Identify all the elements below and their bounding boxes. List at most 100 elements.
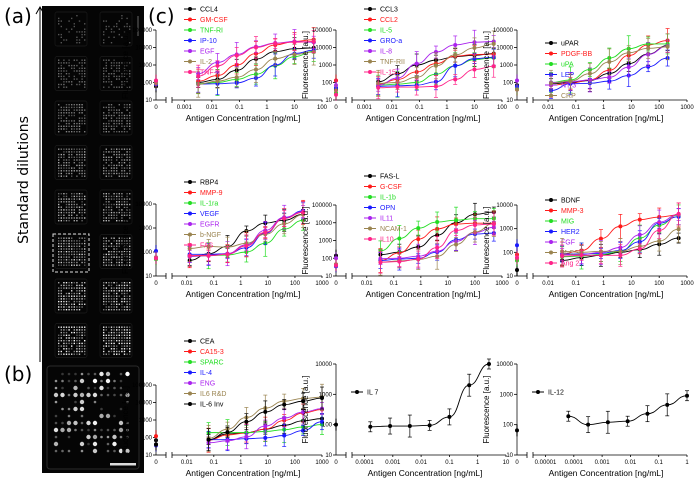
- array-spot: [92, 434, 98, 440]
- array-spot: [74, 428, 77, 432]
- legend-label: NT-3: [561, 83, 576, 90]
- y-tick-label: 10000: [315, 362, 332, 368]
- y-tick-label: 1000: [500, 227, 514, 233]
- array-spot: [118, 420, 124, 426]
- array-spot: [119, 393, 123, 397]
- array-spot: [106, 428, 110, 432]
- legend-marker: [188, 211, 192, 216]
- data-point: [234, 75, 239, 80]
- data-point: [301, 428, 306, 433]
- series-il-6-inv: IL-6 Inv: [154, 386, 324, 452]
- data-point: [433, 84, 438, 89]
- data-point: [645, 411, 650, 416]
- series-ang-2: Ang 2: [515, 202, 681, 268]
- y-tick-label: 1000: [139, 226, 153, 232]
- array-spot: [79, 406, 85, 412]
- data-point: [467, 383, 472, 388]
- legend-label: CA15-3: [200, 349, 224, 356]
- series-ccl2: CCL2: [334, 17, 496, 97]
- array-spot: [93, 428, 97, 432]
- data-point: [657, 239, 662, 244]
- y-axis-label: Fluorescence [a.u.]: [121, 386, 130, 454]
- x-tick-label: 0.1: [572, 281, 581, 287]
- array-spot: [67, 435, 71, 439]
- y-tick-label: 1000: [139, 63, 153, 69]
- array-spot: [53, 392, 59, 398]
- series-upa: uPA: [515, 33, 670, 95]
- x-tick-label: 100: [470, 281, 481, 287]
- x-tick-label: 0.1: [415, 105, 424, 111]
- legend-label: TNF-RI: [200, 28, 223, 35]
- array-spot: [54, 421, 58, 425]
- legend-marker: [549, 219, 553, 223]
- legend-marker: [368, 216, 372, 220]
- x-tick-label: 0.1: [655, 460, 664, 466]
- legend-label: IL11: [380, 216, 393, 223]
- data-point: [206, 437, 211, 442]
- x-zero-label: 0: [154, 281, 158, 287]
- array-spot: [73, 420, 78, 426]
- data-point: [453, 63, 458, 68]
- y-tick-label: 100000: [493, 28, 514, 34]
- series-crp: CRP: [515, 33, 670, 100]
- x-zero-label: 0: [154, 460, 158, 466]
- data-point: [472, 67, 477, 72]
- legend-label: IL-1ra: [200, 201, 218, 208]
- data-point: [568, 79, 573, 84]
- data-point: [414, 75, 419, 80]
- x-tick-label: 10: [503, 460, 510, 466]
- array-spot: [73, 406, 78, 412]
- array-spot: [53, 427, 59, 433]
- array-spot: [74, 379, 77, 383]
- series-fas: FAS: [154, 200, 306, 268]
- data-point: [282, 433, 287, 438]
- array-spot: [67, 407, 71, 411]
- legend-marker: [368, 195, 372, 199]
- x-tick-label: 1: [445, 105, 449, 111]
- x-tick-label: 10: [291, 105, 298, 111]
- array-spot: [125, 392, 130, 398]
- array-spot: [113, 414, 116, 418]
- zero-point: [154, 442, 158, 447]
- y-tick-label: 1000: [139, 418, 153, 424]
- array-spot: [99, 385, 104, 391]
- legend-label: CEA: [200, 339, 215, 346]
- data-point: [607, 59, 612, 64]
- data-point: [225, 252, 230, 257]
- series-sparc: SPARC: [154, 360, 324, 451]
- legend-label: GRO-a: [380, 38, 402, 45]
- chart-p4: 10 100 1000 10000 Fluorescence [a.u.] 0 0.01 0.…: [121, 180, 329, 300]
- y-tick-label: 100: [142, 81, 153, 87]
- x-tick-label: 1000: [495, 281, 509, 287]
- highlight-box: [52, 233, 90, 273]
- array-well: [99, 145, 133, 180]
- legend-marker: [188, 370, 192, 375]
- legend-marker: [536, 390, 540, 394]
- array-spot: [86, 392, 91, 398]
- y-axis-label: Fluorescence [a.u.]: [121, 31, 130, 99]
- array-spot: [79, 378, 85, 384]
- array-spot: [79, 441, 85, 447]
- y-tick-label: 10000: [135, 401, 152, 407]
- array-spot: [87, 372, 90, 376]
- legend-marker: [188, 243, 192, 247]
- legend-label: EGF: [200, 49, 214, 56]
- data-point: [491, 222, 496, 227]
- y-tick-label: 100000: [132, 383, 153, 389]
- legend-label: CCL2: [380, 17, 398, 24]
- data-point: [263, 424, 268, 429]
- x-tick-label: 100: [317, 105, 328, 111]
- x-tick-label: 0.01: [542, 105, 554, 111]
- data-point: [234, 53, 239, 58]
- legend-label: CCL3: [380, 7, 398, 14]
- data-point: [292, 52, 297, 57]
- legend-marker: [188, 232, 192, 237]
- data-point: [206, 244, 211, 249]
- legend-marker: [188, 49, 192, 53]
- fit-curve: [370, 363, 490, 428]
- x-zero-label: 0: [515, 281, 519, 287]
- data-point: [282, 402, 287, 407]
- data-point: [472, 45, 477, 50]
- legend-marker: [368, 174, 372, 178]
